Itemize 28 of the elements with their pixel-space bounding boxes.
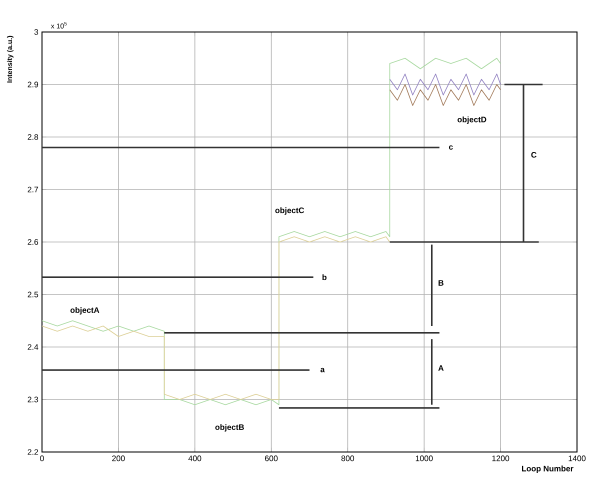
x-tick-label: 200 — [112, 456, 125, 462]
annotation: objectB — [215, 424, 244, 432]
y-tick-label: 2.6 — [28, 239, 38, 245]
y-tick-label: 2.5 — [28, 292, 38, 298]
annotation: A — [438, 365, 444, 371]
x-tick-label: 0 — [40, 456, 44, 462]
annotation: C — [531, 152, 536, 158]
y-tick-label: 3 — [34, 29, 38, 35]
y-tick-label: 2.4 — [28, 344, 38, 350]
x-tick-label: 1000 — [416, 456, 433, 462]
annotation: objectA — [70, 307, 100, 315]
annotation: a — [320, 368, 325, 372]
annotation: B — [438, 280, 444, 286]
y-tick-label: 2.9 — [28, 82, 38, 88]
y-tick-label: 2.8 — [28, 134, 38, 140]
x-tick-label: 800 — [341, 456, 354, 462]
x-tick-label: 600 — [265, 456, 278, 462]
x-tick-label: 1200 — [492, 456, 510, 462]
x-tick-label: 1400 — [568, 456, 586, 462]
annotation: objectC — [275, 207, 304, 215]
annotation: c — [448, 145, 453, 150]
annotation: objectD — [458, 116, 486, 124]
x-tick-label: 400 — [188, 456, 202, 462]
y-tick-label: 2.7 — [28, 186, 38, 192]
annotation: b — [322, 274, 327, 280]
x-axis-title: Loop Number — [522, 466, 574, 473]
y-tick-label: 2.3 — [28, 396, 38, 402]
y-tick-label: 2.2 — [28, 449, 38, 455]
